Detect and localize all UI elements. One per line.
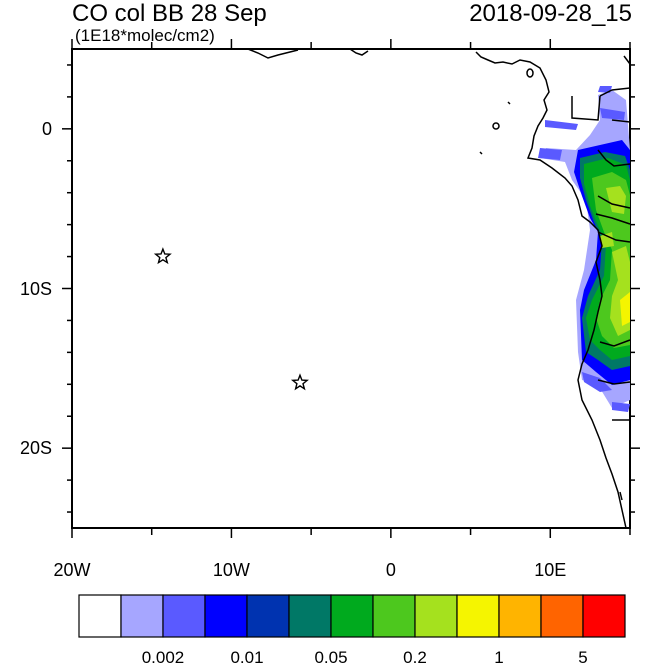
colorbar-swatch xyxy=(78,594,122,638)
colorbar-swatch xyxy=(330,594,374,638)
lon-tick-label: 20W xyxy=(53,560,91,580)
colorbar-swatch xyxy=(204,594,248,638)
colorbar-tick-label: 0.2 xyxy=(403,648,427,667)
colorbar-swatch xyxy=(414,594,458,638)
map-units: (1E18*molec/cm2) xyxy=(75,26,215,45)
lat-tick-label: 0 xyxy=(41,118,52,139)
colorbar-tick-label: 0.002 xyxy=(141,648,185,667)
colorbar-swatch xyxy=(498,594,542,638)
colorbar-tick-label: 1 xyxy=(494,648,504,667)
colorbar-swatch xyxy=(246,594,290,638)
star-marker xyxy=(153,247,172,265)
colorbar xyxy=(78,594,626,638)
lat-tick-label: 20S xyxy=(19,438,52,459)
map-markers xyxy=(153,247,309,391)
star-marker xyxy=(290,373,309,391)
map-title: CO col BB 28 Sep xyxy=(72,0,267,27)
map-timestamp: 2018-09-28_15 xyxy=(469,0,632,27)
colorbar-swatch xyxy=(120,594,164,638)
colorbar-tick-label: 5 xyxy=(578,648,588,667)
lon-tick-label: 10E xyxy=(534,560,567,580)
colorbar-tick-label: 0.05 xyxy=(314,648,348,667)
lon-tick-label: 10W xyxy=(212,560,250,580)
colorbar-swatch xyxy=(162,594,206,638)
colorbar-swatch xyxy=(540,594,584,638)
coastline xyxy=(247,48,631,529)
axis-ticks xyxy=(62,39,640,538)
colorbar-tick-label: 0.01 xyxy=(230,648,264,667)
colorbar-swatch xyxy=(456,594,500,638)
colorbar-swatch xyxy=(288,594,332,638)
lat-tick-label: 10S xyxy=(19,278,52,299)
co-plume xyxy=(538,86,630,412)
colorbar-swatch xyxy=(582,594,626,638)
colorbar-swatch xyxy=(372,594,416,638)
lon-tick-label: 0 xyxy=(385,560,396,580)
